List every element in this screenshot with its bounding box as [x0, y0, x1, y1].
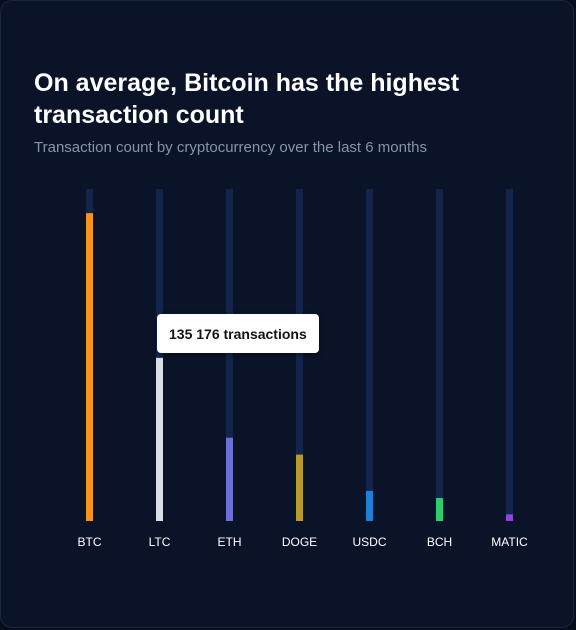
- bar-eth[interactable]: [226, 437, 233, 521]
- bar-track-bch: [436, 189, 443, 521]
- x-tick-label-eth: ETH: [218, 535, 242, 549]
- value-tooltip: 135 176 transactions: [157, 314, 319, 353]
- bar-track-usdc: [366, 189, 373, 521]
- bar-usdc[interactable]: [366, 490, 373, 521]
- bar-btc[interactable]: [86, 213, 93, 522]
- x-tick-label-doge: DOGE: [282, 535, 317, 549]
- chart-title: On average, Bitcoin has the highest tran…: [34, 69, 460, 129]
- bar-track-ltc: [156, 189, 163, 521]
- bar-track-doge: [296, 189, 303, 521]
- x-tick-label-matic: MATIC: [491, 535, 528, 549]
- chart-subtitle: Transaction count by cryptocurrency over…: [34, 139, 427, 156]
- bar-track-eth: [226, 189, 233, 521]
- bar-ltc[interactable]: [156, 357, 163, 521]
- x-tick-label-btc: BTC: [78, 535, 102, 549]
- x-tick-label-bch: BCH: [427, 535, 452, 549]
- bar-doge[interactable]: [296, 454, 303, 521]
- bar-matic[interactable]: [506, 514, 513, 521]
- bar-track-matic: [506, 189, 513, 521]
- bar-bch[interactable]: [436, 498, 443, 521]
- x-tick-label-usdc: USDC: [352, 535, 386, 549]
- x-tick-label-ltc: LTC: [149, 535, 171, 549]
